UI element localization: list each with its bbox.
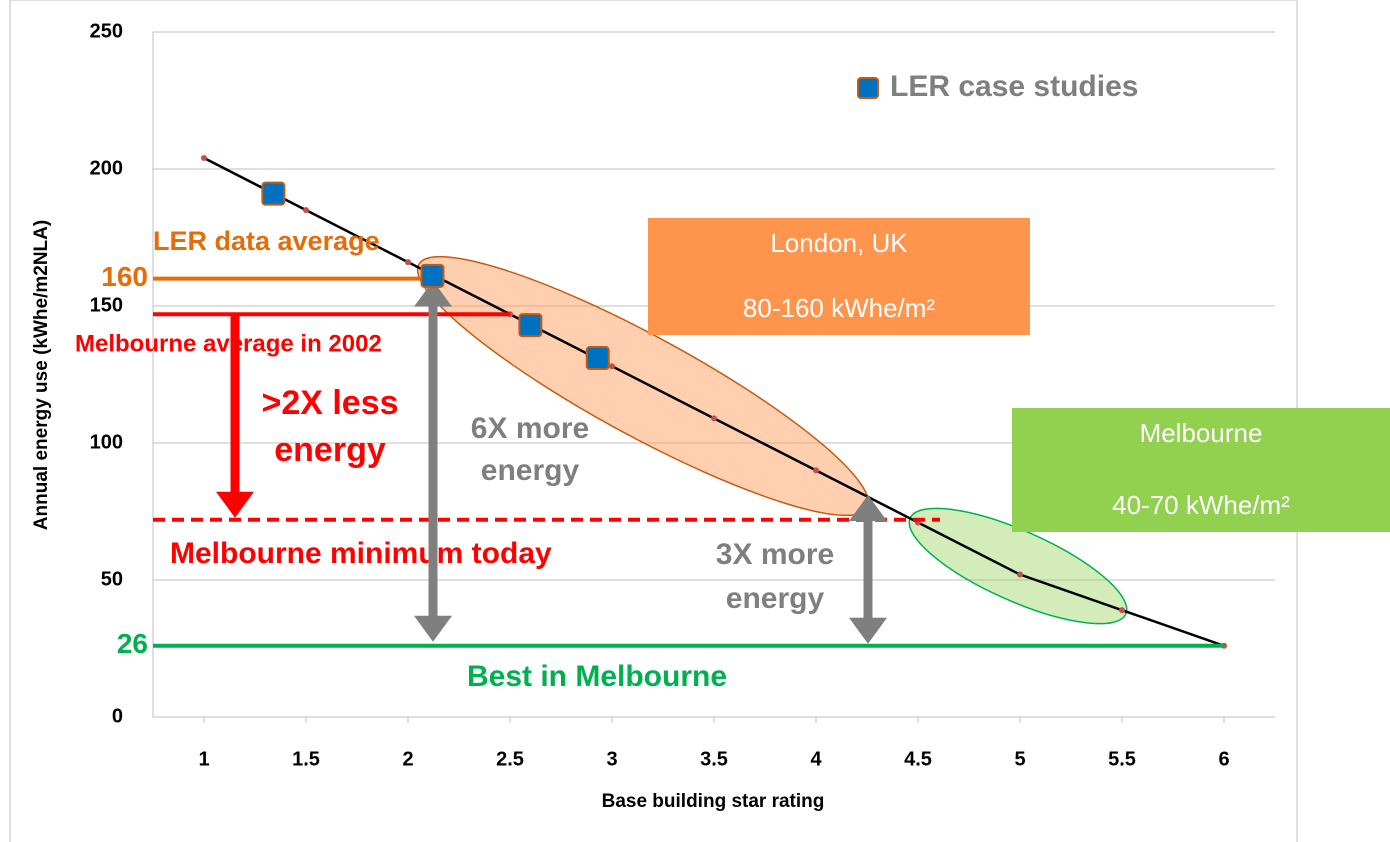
data-point xyxy=(518,313,543,338)
y-tick-label: 50 xyxy=(101,568,123,590)
x-tick-label: 5.5 xyxy=(1108,748,1136,770)
data-point xyxy=(585,346,610,371)
legend-label: LER case studies xyxy=(890,70,1138,103)
x-tick-label: 6 xyxy=(1218,748,1229,770)
arrow-head xyxy=(849,617,887,644)
trend-point xyxy=(813,467,819,474)
arrow-label: energy xyxy=(726,582,825,615)
y-tick-label: 100 xyxy=(90,431,123,453)
arrow-head xyxy=(414,280,452,307)
region-range: 40-70 kWhe/m² xyxy=(1112,490,1290,520)
data-point xyxy=(261,181,286,206)
trend-point xyxy=(303,207,309,214)
y-axis-title: Annual energy use (kWhe/m2NLA) xyxy=(31,220,52,530)
region-range: 80-160 kWhe/m² xyxy=(743,293,936,323)
x-axis-title: Base building star rating xyxy=(602,791,825,812)
x-tick-label: 1.5 xyxy=(292,748,320,770)
trend-point xyxy=(711,415,717,422)
arrow-label: >2X less xyxy=(261,384,398,422)
trend-point xyxy=(609,363,615,370)
reference-label: Melbourne average in 2002 xyxy=(75,330,382,357)
arrow-label: 3X more xyxy=(716,538,834,571)
arrow-label: energy xyxy=(481,454,580,487)
arrow-label: 6X more xyxy=(471,412,589,445)
reference-label: Best in Melbourne xyxy=(467,660,727,693)
x-tick-label: 3 xyxy=(606,748,617,770)
reference-value: 160 xyxy=(101,261,148,292)
arrow-head xyxy=(414,615,452,642)
reference-label: Melbourne minimum today xyxy=(170,537,552,570)
x-tick-label: 4 xyxy=(810,748,822,770)
trend-point xyxy=(201,155,207,162)
x-tick-label: 3.5 xyxy=(700,748,728,770)
x-tick-label: 2.5 xyxy=(496,748,524,770)
region-box xyxy=(1012,408,1390,532)
region-box xyxy=(648,218,1030,335)
arrow-label: energy xyxy=(274,431,386,469)
x-tick-label: 5 xyxy=(1014,748,1025,770)
reference-value: 26 xyxy=(117,628,148,659)
y-tick-label: 150 xyxy=(90,294,123,316)
data-point xyxy=(420,263,445,288)
trend-point xyxy=(1119,607,1125,614)
arrow-head xyxy=(216,491,254,518)
x-tick-label: 4.5 xyxy=(904,748,932,770)
trend-point xyxy=(405,259,411,266)
x-tick-label: 1 xyxy=(198,748,209,770)
x-tick-label: 2 xyxy=(402,748,413,770)
region-title: London, UK xyxy=(770,228,908,258)
trend-point xyxy=(1017,571,1023,578)
y-tick-label: 0 xyxy=(112,705,123,727)
y-tick-label: 200 xyxy=(90,157,123,179)
arrow-head xyxy=(849,495,887,521)
legend-marker xyxy=(857,77,879,99)
region-title: Melbourne xyxy=(1140,418,1263,448)
y-tick-label: 250 xyxy=(90,20,123,42)
reference-label: LER data average xyxy=(153,226,380,256)
